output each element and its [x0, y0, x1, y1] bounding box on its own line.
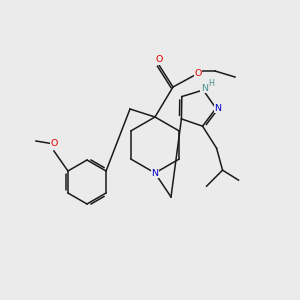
- Text: N: N: [201, 83, 208, 92]
- Text: O: O: [50, 140, 58, 148]
- Text: O: O: [155, 56, 163, 64]
- Text: O: O: [194, 68, 202, 77]
- Text: H: H: [208, 79, 214, 88]
- Text: N: N: [152, 169, 158, 178]
- Text: N: N: [214, 104, 221, 113]
